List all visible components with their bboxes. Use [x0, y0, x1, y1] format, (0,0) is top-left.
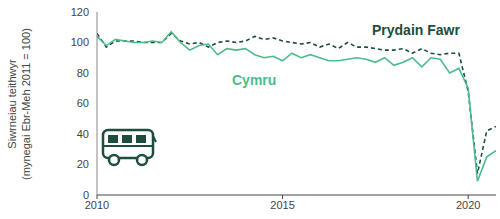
svg-text:Siwrneiau teithwyr: Siwrneiau teithwyr — [8, 59, 18, 149]
svg-text:(mynegai Ebr-Meh 2011 = 100): (mynegai Ebr-Meh 2011 = 100) — [20, 28, 32, 180]
svg-text:20: 20 — [77, 158, 89, 170]
html-text:Cymru: Cymru — [232, 72, 277, 88]
svg-text:2020: 2020 — [456, 199, 480, 211]
svg-text:2015: 2015 — [270, 199, 294, 211]
svg-text:60: 60 — [77, 97, 89, 109]
html-text:Prydain Fawr: Prydain Fawr — [372, 22, 460, 38]
svg-text:0: 0 — [83, 189, 89, 201]
svg-text:120: 120 — [71, 6, 89, 18]
svg-text:80: 80 — [77, 67, 89, 79]
svg-text:2010: 2010 — [84, 198, 110, 211]
svg-text:100: 100 — [71, 36, 89, 48]
svg-text:40: 40 — [77, 128, 89, 140]
